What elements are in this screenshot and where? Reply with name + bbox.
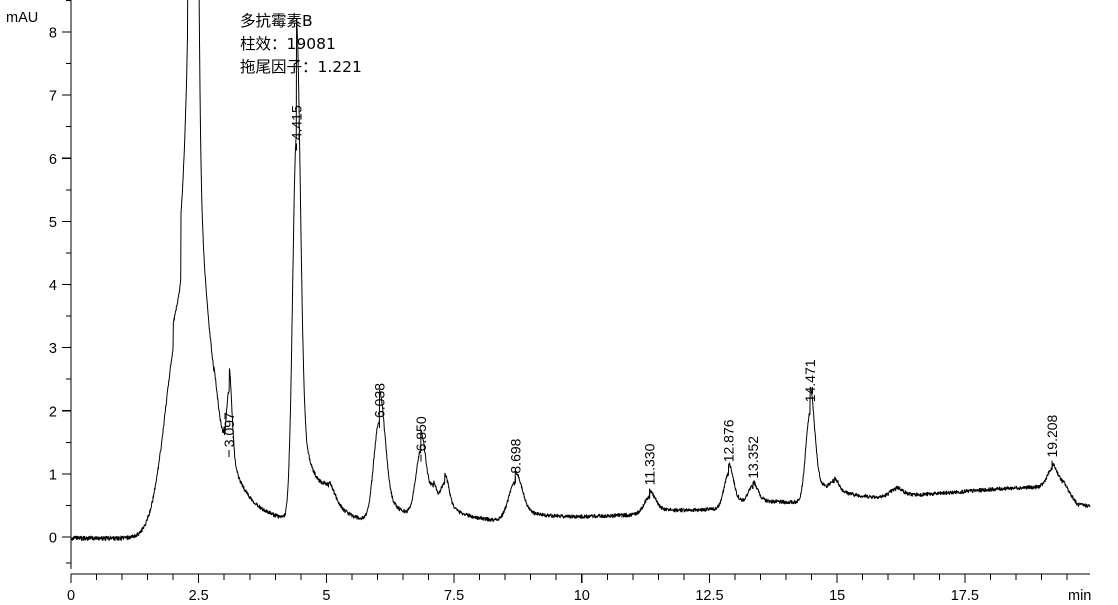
peak-label-6.850: 6.850 (413, 416, 429, 451)
x-tick-label: 0 (67, 588, 75, 604)
sample-name: 多抗霉素B (240, 12, 313, 30)
y-tick-label: 4 (49, 278, 57, 294)
x-tick-label: 5 (322, 588, 330, 604)
peak-label-3.097: 3.097 (221, 412, 237, 447)
x-tick-label: 7.5 (444, 588, 464, 604)
y-tick-label: 7 (49, 89, 57, 105)
x-tick-label: 12.5 (695, 588, 723, 604)
y-tick-label: 2 (49, 404, 57, 420)
peak-label-19.208: 19.208 (1044, 414, 1060, 457)
peak-label-12.876: 12.876 (721, 419, 737, 462)
peak-label-8.698: 8.698 (507, 438, 523, 473)
x-tick-label: 10 (574, 588, 590, 604)
peak-label-14.471: 14.471 (802, 359, 818, 402)
peak-label-13.352: 13.352 (745, 436, 761, 479)
x-tick-label: 15 (829, 588, 845, 604)
chromatogram-trace (70, 0, 1091, 541)
y-tick-label: 3 (49, 341, 57, 357)
x-axis: 0 2.5 5 7.5 10 12.5 15 17.5 (66, 562, 1090, 604)
y-axis: 0 1 2 3 4 5 6 7 8 (49, 0, 72, 569)
y-tick-label: 5 (49, 215, 57, 231)
tailing-factor: 拖尾因子：1.221 (240, 58, 362, 76)
x-tick-label: 2.5 (189, 588, 209, 604)
x-tick-label: 17.5 (951, 588, 979, 604)
y-axis-title: mAU (6, 10, 38, 26)
peak-label-4.415: 4.415 (289, 105, 305, 140)
peak-labels: 3.097 4.415 6.038 6.850 8.698 11.330 12.876 13.… (221, 105, 1060, 496)
x-axis-title: min (1068, 588, 1091, 604)
y-tick-label: 0 (49, 531, 57, 547)
peak-label-11.330: 11.330 (642, 443, 658, 485)
y-tick-label: 8 (49, 26, 57, 42)
y-tick-label: 6 (49, 152, 57, 168)
signal-trace (70, 0, 1091, 541)
peak-label-6.038: 6.038 (371, 383, 387, 418)
annotation-block: 多抗霉素B 柱效：19081 拖尾因子：1.221 (240, 12, 362, 76)
column-efficiency: 柱效：19081 (240, 35, 336, 53)
y-tick-label: 1 (49, 467, 57, 483)
